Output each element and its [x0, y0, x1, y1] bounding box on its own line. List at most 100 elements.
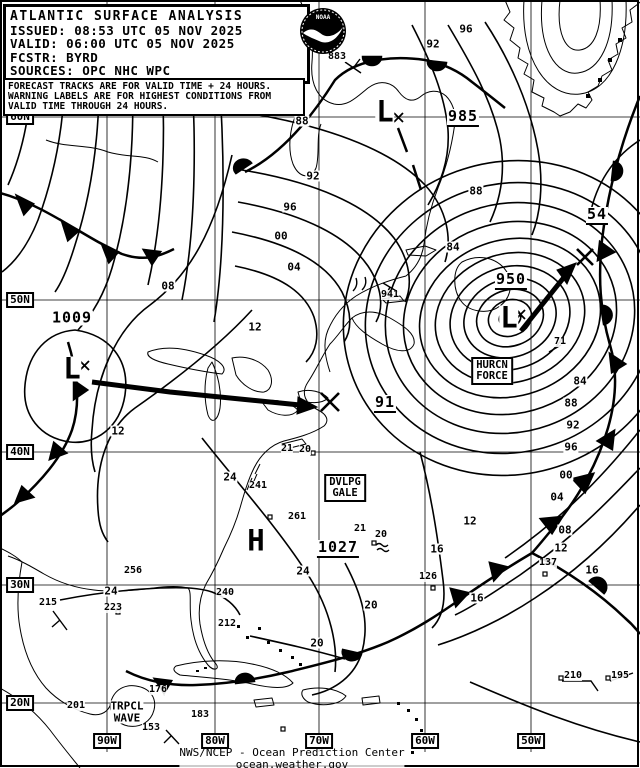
obs-symbols	[51, 58, 634, 745]
warning-label: DVLPG GALE	[324, 474, 366, 502]
station-value: 137	[538, 557, 558, 568]
forecaster-line: FCSTR: BYRD	[10, 49, 99, 65]
isobar-label: 24	[103, 584, 119, 598]
cold-front-northwest	[0, 191, 175, 267]
warning-label: TRPCL WAVE	[110, 699, 144, 724]
isobar-label: 96	[563, 440, 579, 454]
stationary-front-caribbean	[125, 551, 533, 696]
lat-label-50n: 50N	[6, 292, 34, 308]
pressure-center-L: L	[375, 94, 395, 129]
lon-label-70w: 70W	[305, 733, 333, 749]
chart-title: ATLANTIC SURFACE ANALYSIS	[10, 9, 244, 24]
pressure-value: 950	[494, 270, 528, 290]
station-value: 883	[327, 51, 347, 62]
isobar-label: 16	[584, 563, 600, 577]
pressure-value: 985	[446, 107, 480, 127]
pressure-value: 1027	[316, 538, 360, 558]
station-value: 21	[353, 523, 367, 534]
station-value: 210	[563, 670, 583, 681]
notice-line: FORECAST TRACKS ARE FOR VALID TIME + 24 …	[8, 81, 272, 92]
isobar-label: 08	[557, 523, 573, 537]
station-value: 215	[38, 597, 58, 608]
station-value: 941	[380, 289, 400, 300]
sources-line: SOURCES: OPC NHC WPC	[10, 63, 171, 78]
issued-line: ISSUED: 08:53 UTC 05 NOV 2025	[10, 22, 243, 38]
isobar-label: 88	[294, 114, 310, 128]
station-value: 20	[298, 444, 312, 455]
station-value: 153	[141, 722, 161, 733]
isobar-label: 92	[425, 37, 441, 51]
isobar-label: 24	[222, 470, 238, 484]
station-value: 21	[280, 443, 294, 454]
station-value: 212	[217, 618, 237, 629]
occluded-front-east	[531, 95, 640, 554]
isobar-label: 24	[295, 564, 311, 578]
station-value: 176	[148, 684, 168, 695]
isobar-label: 16	[469, 591, 485, 605]
pressure-center-H: H	[246, 523, 266, 558]
forecast-track-arrow-low	[91, 379, 319, 415]
isobar-label: 08	[160, 279, 176, 293]
lat-label-30n: 30N	[6, 577, 34, 593]
forecast-position-x-low	[320, 392, 340, 412]
isobar-label: 92	[565, 418, 581, 432]
isobars	[1, 21, 640, 743]
forecast-track-arrow-hurricane	[519, 262, 577, 333]
isobar-label: 20	[309, 636, 325, 650]
lon-label-60w: 60W	[411, 733, 439, 749]
notice-block: FORECAST TRACKS ARE FOR VALID TIME + 24 …	[3, 78, 305, 116]
pressure-center-L: L	[62, 351, 82, 386]
isobar-label: 84	[572, 374, 588, 388]
isobar-label: 12	[462, 514, 478, 528]
isobar-label: 96	[282, 200, 298, 214]
warm-front-north	[232, 55, 506, 175]
isobar-label: 20	[363, 598, 379, 612]
station-value: 71	[553, 336, 567, 347]
title-block: ATLANTIC SURFACE ANALYSIS ISSUED: 08:53 …	[3, 4, 310, 84]
isobar-label: 00	[273, 229, 289, 243]
isobar-label: 12	[247, 320, 263, 334]
station-value: 223	[103, 602, 123, 613]
isobar-label: 12	[553, 541, 569, 555]
station-value: 261	[287, 511, 307, 522]
station-value: 20	[374, 529, 388, 540]
station-value: 240	[215, 587, 235, 598]
noaa-logo: NOAA	[299, 7, 347, 55]
pressure-center-L: L	[499, 300, 519, 335]
lon-label-50w: 50W	[517, 733, 545, 749]
footer-line2: ocean.weather.gov	[235, 757, 349, 768]
isobar-label: 04	[286, 260, 302, 274]
notice-line: WARNING LABELS ARE FOR HIGHEST CONDITION…	[8, 91, 272, 102]
latlon-grid	[0, 0, 640, 752]
station-value: 201	[66, 700, 86, 711]
footer-credit: NWS/NCEP - Ocean Prediction Center ocean…	[179, 746, 405, 768]
lat-label-40n: 40N	[6, 444, 34, 460]
notice-line: VALID TIME THROUGH 24 HOURS.	[8, 101, 169, 112]
isobar-label: 12	[110, 424, 126, 438]
isobar-label: 84	[445, 240, 461, 254]
station-value: 183	[190, 709, 210, 720]
isobar-label: 96	[458, 22, 474, 36]
isobar-label: 88	[563, 396, 579, 410]
isobar-label: 00	[558, 468, 574, 482]
station-value: 195	[610, 670, 630, 681]
svg-text:NOAA: NOAA	[316, 14, 331, 21]
forecast-pressure-value: 54	[585, 205, 609, 225]
isobar-label: 92	[305, 169, 321, 183]
warning-label: HURCN FORCE	[471, 357, 513, 385]
trough-dashed	[396, 127, 423, 191]
front-segment-southeast	[531, 551, 640, 635]
footer-line1: NWS/NCEP - Ocean Prediction Center	[179, 746, 405, 759]
station-value: 241	[248, 480, 268, 491]
isobar-label: 16	[429, 542, 445, 556]
pressure-value: 1009	[50, 308, 94, 327]
valid-line: VALID: 06:00 UTC 05 NOV 2025	[10, 36, 235, 51]
lon-label-90w: 90W	[93, 733, 121, 749]
isobar-label: 88	[468, 184, 484, 198]
lon-label-80w: 80W	[201, 733, 229, 749]
cold-front-great-lakes-low	[0, 341, 90, 518]
station-value: 126	[418, 571, 438, 582]
